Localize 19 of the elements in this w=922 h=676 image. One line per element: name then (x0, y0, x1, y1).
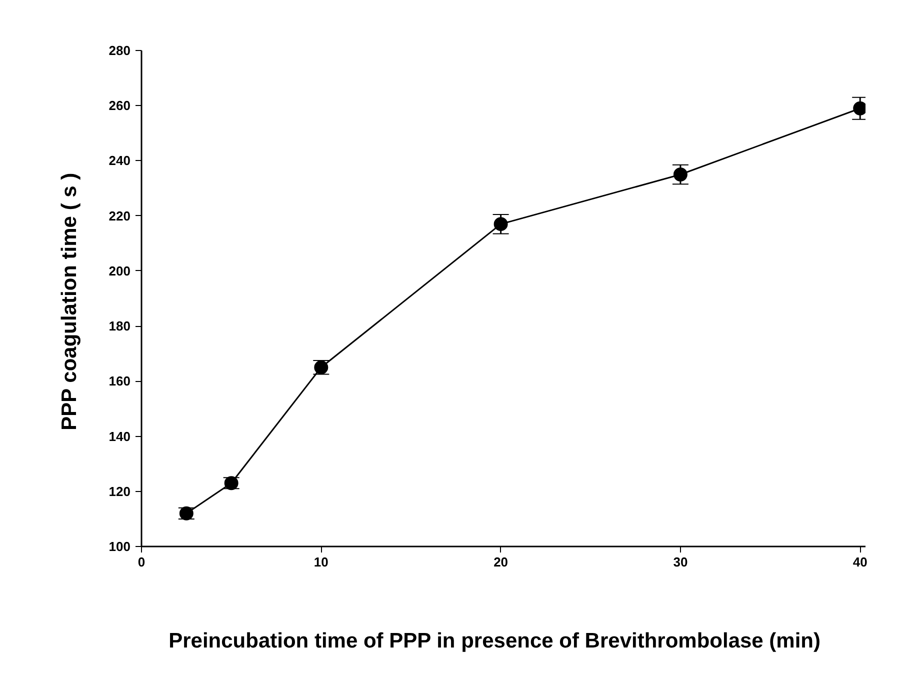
y-tick-label: 240 (108, 153, 131, 168)
x-tick-label: 40 (852, 554, 868, 570)
y-tick-label: 140 (108, 428, 131, 444)
x-tick-label: 30 (673, 554, 688, 570)
y-axis-title: PPP coagulation time ( s ) (58, 172, 81, 430)
x-tick-label: 20 (494, 554, 508, 570)
y-tick-label: 180 (108, 318, 131, 334)
point (494, 217, 508, 232)
point (673, 168, 688, 182)
y-tick-label: 160 (108, 374, 131, 389)
x-tick-label: 0 (138, 554, 146, 570)
y-tick-label: 260 (108, 98, 131, 114)
y-tick-label: 220 (108, 208, 131, 224)
y-tick-label: 200 (108, 263, 131, 278)
y-tick-label: 100 (108, 539, 131, 554)
x-axis-title: Preincubation time of PPP in presence of Brevithrombolase (min) (168, 630, 821, 652)
y-tick-label: 280 (108, 43, 131, 58)
x-tick-label: 10 (314, 554, 328, 570)
y-tick-label: 120 (108, 484, 131, 499)
